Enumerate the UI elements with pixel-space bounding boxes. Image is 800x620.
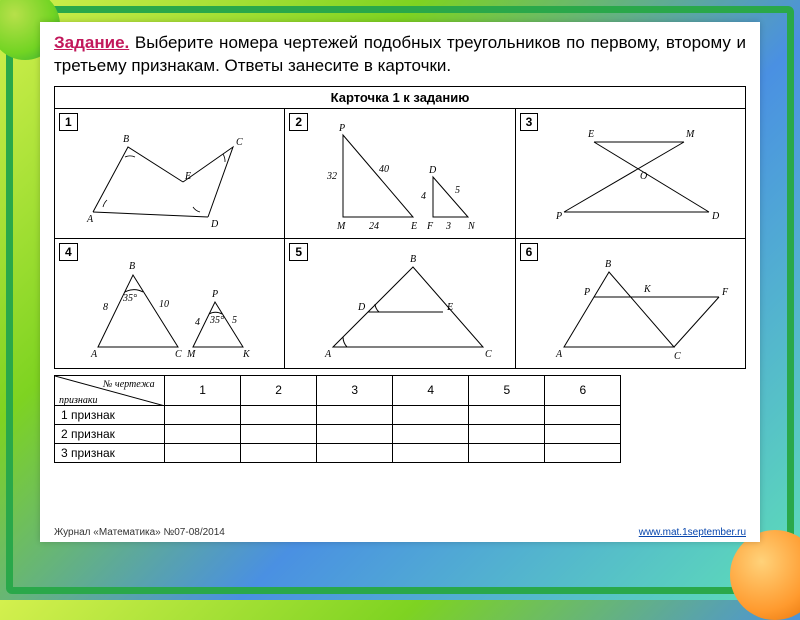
svg-text:K: K [242,349,251,360]
svg-text:B: B [605,259,611,270]
svg-text:P: P [211,289,218,300]
answer-row-head: 3 признак [55,443,165,462]
svg-text:E: E [587,129,594,140]
svg-text:35°: 35° [209,315,224,326]
answer-col-head: 3 [317,375,393,405]
answer-row-head: 1 признак [55,405,165,424]
figure-cell-2: 2 P M E D F N 32 40 24 4 5 [285,108,515,238]
svg-text:P: P [338,123,345,134]
card-title: Карточка 1 к заданию [55,86,746,108]
answer-col-head: 4 [393,375,469,405]
svg-text:F: F [721,287,729,298]
figure-cell-4: 4 A B C M P K 8 10 35° [55,238,285,368]
svg-text:40: 40 [379,164,389,175]
svg-text:3: 3 [445,221,451,232]
svg-text:5: 5 [232,315,237,326]
svg-text:N: N [467,221,476,232]
svg-text:E: E [446,302,453,313]
svg-text:C: C [175,349,182,360]
figure-3-svg: E M P D O [534,117,744,235]
figure-cell-3: 3 E M P D O [515,108,745,238]
svg-text:A: A [555,349,563,360]
svg-text:M: M [336,221,346,232]
figure-2-svg: P M E D F N 32 40 24 4 5 3 [303,117,513,235]
answer-col-head: 2 [241,375,317,405]
svg-text:C: C [674,351,681,362]
svg-text:A: A [86,214,94,225]
svg-text:B: B [129,261,135,272]
figure-cell-6: 6 A B C P K F [515,238,745,368]
svg-text:P: P [583,287,590,298]
figure-1-svg: A B C D E [73,117,273,235]
svg-text:B: B [410,254,416,265]
answer-row-head: 2 признак [55,424,165,443]
svg-text:4: 4 [421,191,426,202]
svg-text:C: C [236,137,243,148]
svg-text:D: D [711,211,720,222]
svg-text:M: M [685,129,695,140]
task-text: Задание. Выберите номера чертежей подобн… [54,32,746,78]
svg-text:4: 4 [195,317,200,328]
svg-text:D: D [210,219,219,230]
svg-text:№ чертежа: № чертежа [102,379,155,390]
svg-text:5: 5 [455,185,460,196]
svg-text:M: M [186,349,196,360]
footer-link[interactable]: www.mat.1september.ru [639,527,746,538]
svg-text:B: B [123,134,129,145]
answer-col-head: 5 [469,375,545,405]
figure-6-svg: A B C P K F [534,247,744,365]
svg-text:P: P [555,211,562,222]
svg-text:10: 10 [159,299,169,310]
figure-cell-5: 5 A B C D E [285,238,515,368]
task-body: Выберите номера чертежей подобных треуго… [54,33,746,75]
svg-text:E: E [184,171,191,182]
svg-text:K: K [643,284,652,295]
svg-text:35°: 35° [122,293,137,304]
answer-table: № чертежа признаки 1 2 3 4 5 6 1 признак… [54,375,621,463]
card-table: Карточка 1 к заданию 1 [54,86,746,369]
svg-text:F: F [426,221,434,232]
slide-content: Задание. Выберите номера чертежей подобн… [40,22,760,542]
svg-text:C: C [485,349,492,360]
svg-text:32: 32 [326,171,337,182]
answer-diag-header: № чертежа признаки [55,375,165,405]
svg-text:D: D [428,165,437,176]
svg-text:E: E [410,221,417,232]
footer-left: Журнал «Математика» №07-08/2014 [54,527,225,538]
svg-text:признаки: признаки [59,395,98,406]
svg-text:A: A [90,349,98,360]
svg-text:D: D [357,302,366,313]
svg-text:8: 8 [103,302,108,313]
footer: Журнал «Математика» №07-08/2014 www.mat.… [54,527,746,538]
figure-5-svg: A B C D E [303,247,513,365]
task-label: Задание. [54,33,129,52]
answer-col-head: 1 [165,375,241,405]
svg-text:A: A [324,349,332,360]
svg-text:O: O [640,171,647,182]
answer-col-head: 6 [545,375,621,405]
figure-4-svg: A B C M P K 8 10 35° 4 5 35° [73,247,283,365]
svg-text:24: 24 [369,221,379,232]
figure-cell-1: 1 A B C D [55,108,285,238]
